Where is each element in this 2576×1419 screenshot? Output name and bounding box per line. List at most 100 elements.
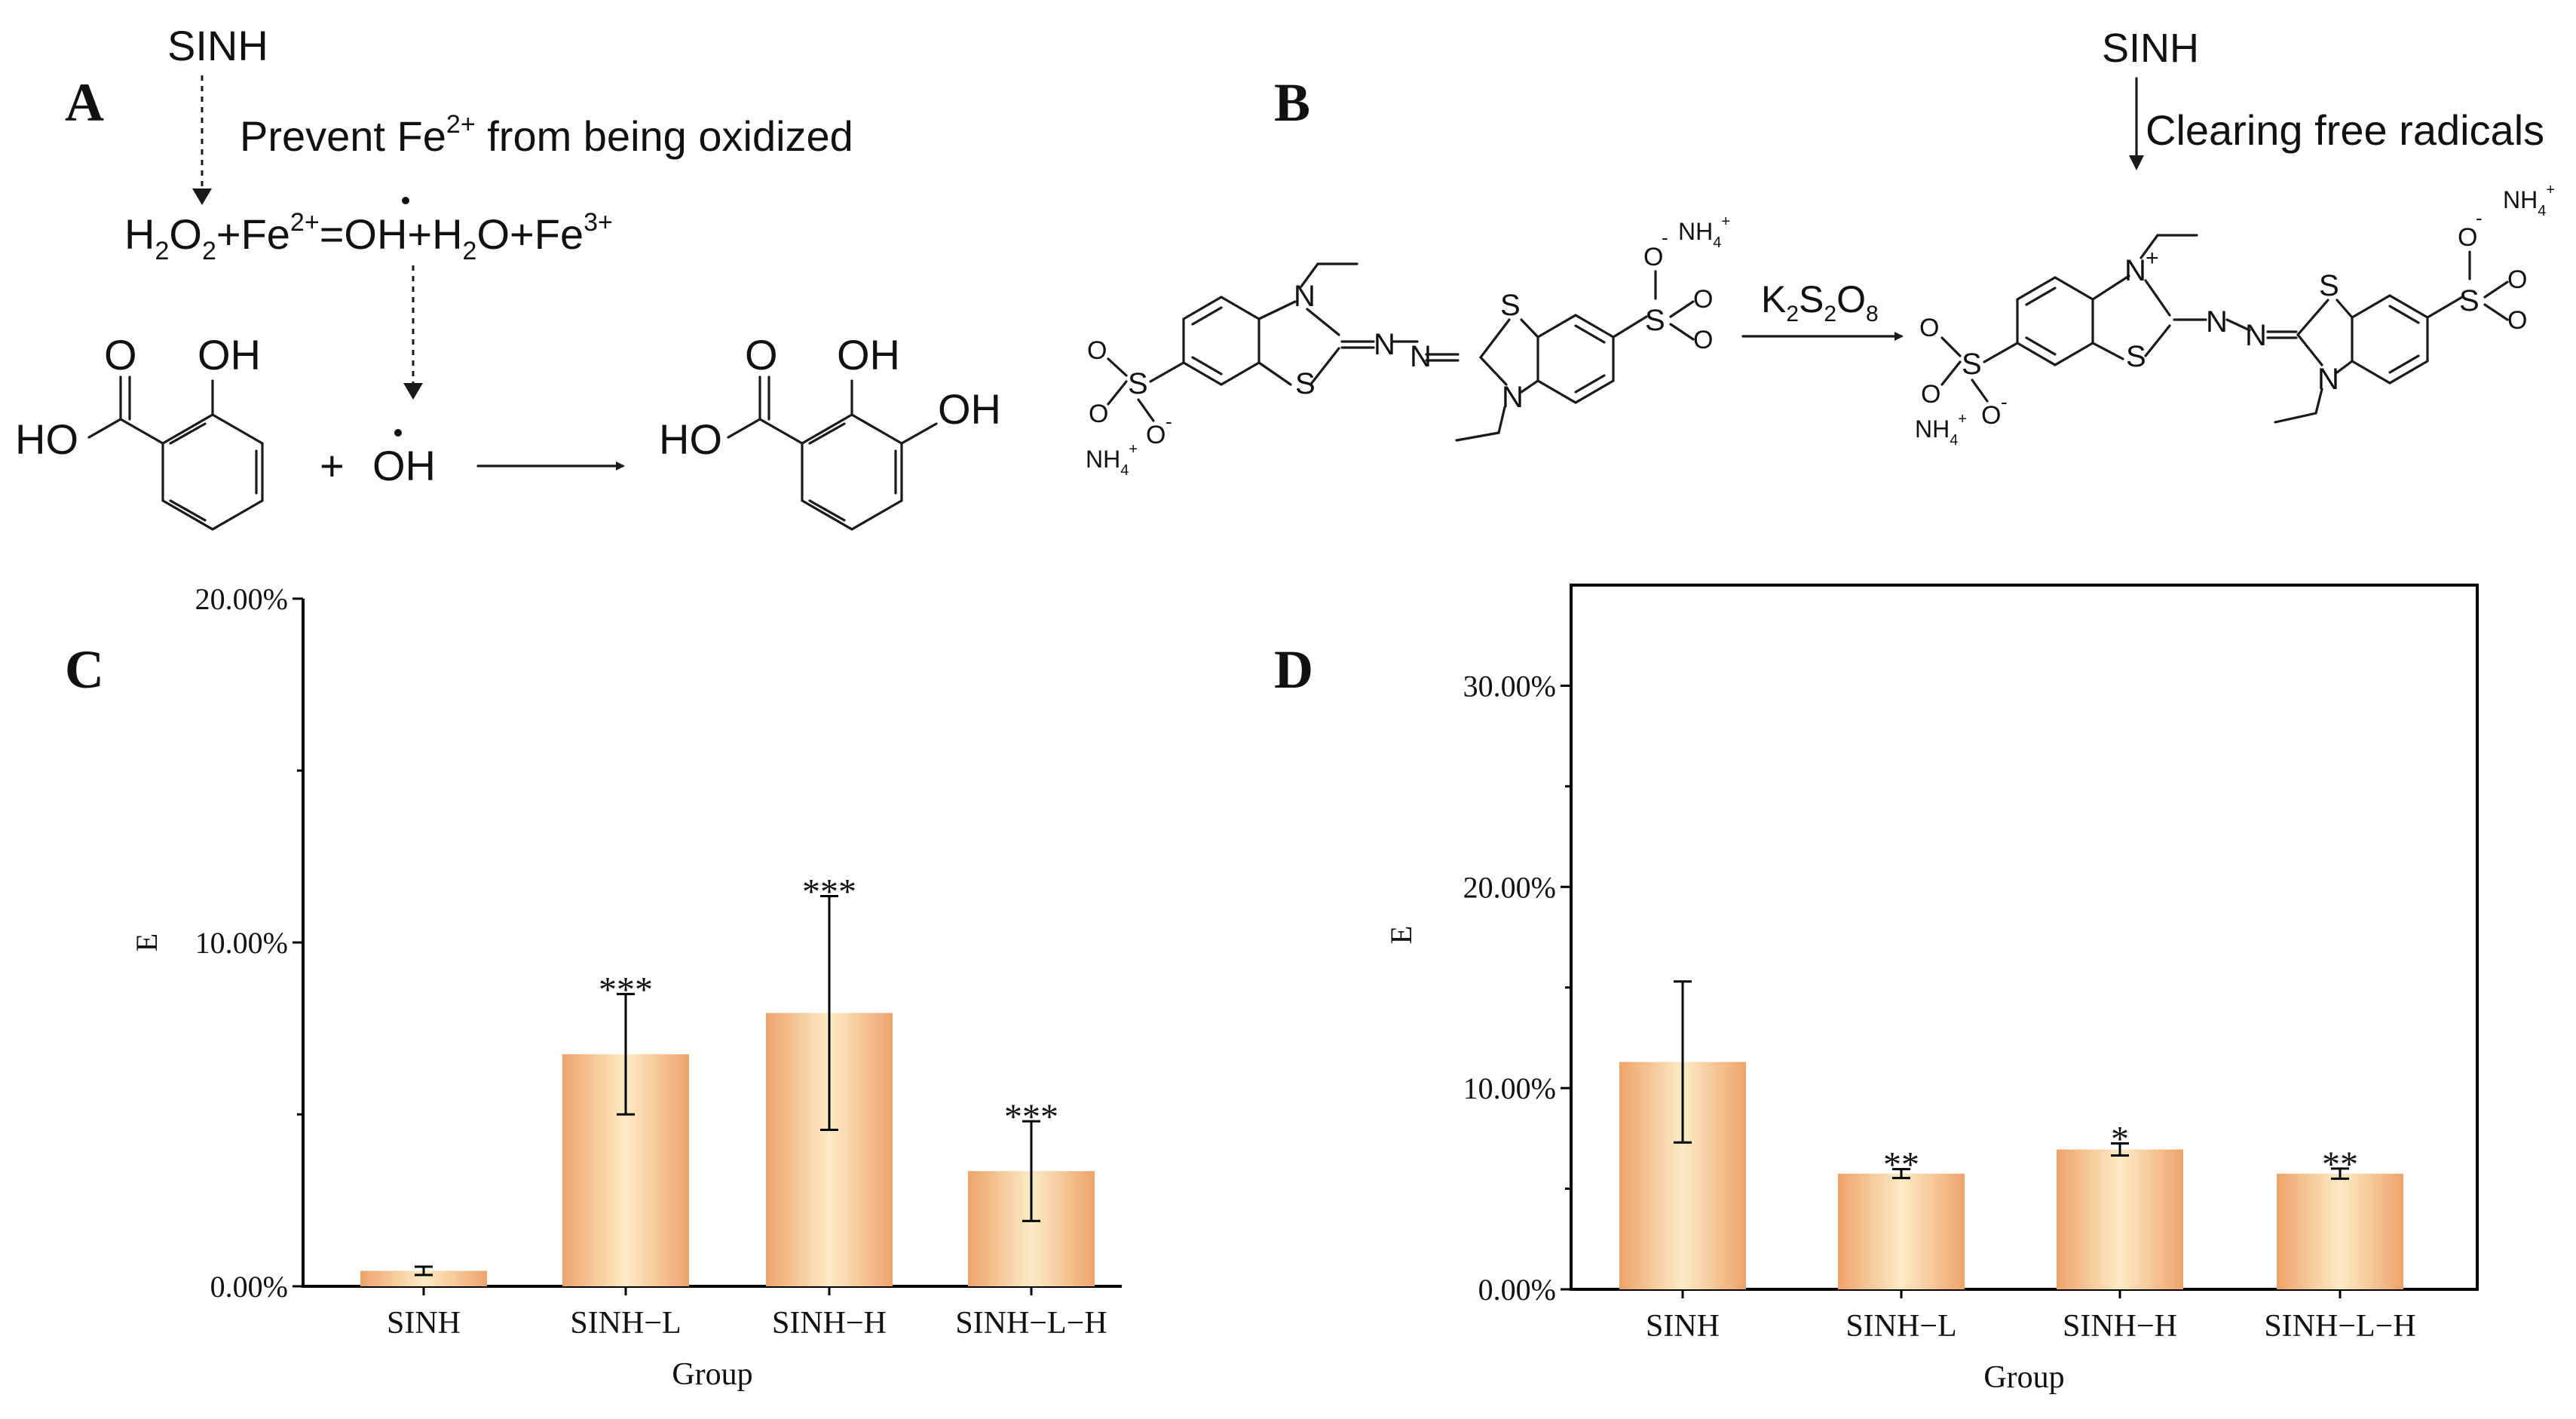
atom-o: O <box>1146 421 1165 449</box>
atom-o: O <box>1981 401 2001 430</box>
bar <box>2057 1149 2183 1289</box>
atom-o: O <box>2507 265 2527 294</box>
y-axis-title: E <box>130 933 164 952</box>
atom-s: S <box>1295 367 1316 400</box>
ammonium-left: NH4+ <box>1915 411 1967 449</box>
significance-label: *** <box>802 872 856 912</box>
atom-n: N <box>2206 305 2228 339</box>
atom-s: S <box>1645 304 1665 337</box>
y-tick-label: 20.00% <box>1463 870 1556 904</box>
radical-dot-2 <box>394 429 402 437</box>
significance-label: ** <box>1883 1145 1919 1185</box>
panel-d: D 0.00% 10.00% 20.00% 30.00% SINH ** SINH−L * SI… <box>1274 584 2479 1395</box>
panel-label-d: D <box>1274 639 1313 700</box>
abts-radical-structure: N + S N N S N S O - O O NH4+ S O O O - N… <box>1915 182 2555 449</box>
arrowhead-a2 <box>403 383 423 400</box>
salicylic-acid-structure: O OH HO <box>15 331 264 531</box>
atom-s: S <box>2319 269 2339 302</box>
panel-a: A SINH Prevent Fe2+ from being oxidized … <box>15 22 1001 531</box>
y-axis-title: E <box>1384 926 1418 944</box>
minus-charge: - <box>2001 391 2008 413</box>
atom-o: O <box>2507 306 2527 335</box>
atom-o: O <box>1643 243 1663 271</box>
atom-s: S <box>2126 340 2146 373</box>
atom-n-cation: N <box>2124 254 2146 287</box>
atom-oh: OH <box>837 331 900 379</box>
panel-b: B SINH Clearing free radicals <box>1086 26 2555 479</box>
dihydroxybenzoic-acid-structure: O OH OH HO <box>659 331 1001 531</box>
note-b: Clearing free radicals <box>2146 106 2544 154</box>
ammonium-right: NH4+ <box>1678 213 1730 251</box>
reagent-sinh-b: SINH <box>2102 26 2199 71</box>
x-tick-label: SINH−H <box>772 1306 887 1341</box>
x-tick-label: SINH−L−H <box>2264 1309 2415 1344</box>
minus-charge: - <box>2476 207 2483 229</box>
x-axis-title: Group <box>1983 1360 2064 1395</box>
oxidant-k2s2o8: K2S2O8 <box>1761 278 1879 326</box>
note-a: Prevent Fe2+ from being oxidized <box>240 110 853 160</box>
atom-o: O <box>745 331 778 379</box>
x-tick-label: SINH−L <box>1845 1309 1956 1344</box>
panel-c: C 0.00% 10.00% 20.00% SINH *** SINH−L *** SINH−… <box>65 582 1122 1392</box>
x-tick-label: SINH−L <box>570 1306 681 1341</box>
minus-charge: - <box>1165 410 1172 433</box>
x-tick-label: SINH−L−H <box>955 1306 1107 1341</box>
y-tick-label: 0.00% <box>1478 1273 1556 1307</box>
bar <box>2277 1173 2403 1289</box>
x-tick-label: SINH <box>387 1306 461 1341</box>
atom-o: O <box>1693 285 1713 314</box>
arrowhead-b1 <box>2129 155 2144 170</box>
y-tick-label: 30.00% <box>1463 669 1556 703</box>
significance-label: *** <box>599 970 653 1010</box>
chart-d: 0.00% 10.00% 20.00% 30.00% SINH ** SINH−L * SINH… <box>1384 584 2479 1395</box>
y-tick-label: 10.00% <box>1463 1071 1556 1105</box>
x-tick-label: SINH <box>1646 1309 1720 1344</box>
atom-o: O <box>1919 314 1939 342</box>
hydroxyl-radical: OH <box>372 442 436 489</box>
x-axis-title: Group <box>672 1357 752 1392</box>
bar <box>1838 1173 1965 1289</box>
reaction-equation: H2O2+Fe2+=OH+H2O+Fe3+ <box>124 208 613 265</box>
atom-s: S <box>1128 367 1148 400</box>
atom-o: O <box>104 331 137 379</box>
reagent-sinh-a: SINH <box>167 22 268 69</box>
panel-label-b: B <box>1274 72 1310 133</box>
atom-o: O <box>1087 336 1107 365</box>
plus-charge: + <box>2146 246 2159 271</box>
y-tick-label: 10.00% <box>195 926 288 960</box>
atom-ho: HO <box>659 415 722 463</box>
x-tick-label: SINH−H <box>2063 1309 2177 1344</box>
atom-n: N <box>1410 340 1432 373</box>
atom-s: S <box>1500 289 1521 322</box>
atom-n: N <box>1374 328 1395 361</box>
panel-label-c: C <box>65 639 104 700</box>
atom-oh: OH <box>198 331 261 379</box>
atom-s: S <box>1962 348 1982 381</box>
atom-s: S <box>2459 284 2480 317</box>
y-tick-label: 0.00% <box>210 1270 288 1304</box>
atom-oh: OH <box>938 385 1001 433</box>
panel-label-a: A <box>65 72 104 133</box>
ammonium-right: NH4+ <box>2503 182 2555 219</box>
atom-o: O <box>2458 223 2477 252</box>
chart-c: 0.00% 10.00% 20.00% SINH *** SINH−L *** SINH−H *… <box>130 582 1122 1392</box>
significance-label: *** <box>1004 1097 1058 1137</box>
atom-n: N <box>2245 319 2267 352</box>
atom-o: O <box>1921 380 1940 409</box>
minus-charge: - <box>1662 226 1668 249</box>
atom-ho: HO <box>15 415 78 463</box>
atom-n: N <box>1294 280 1316 313</box>
y-tick-label: 20.00% <box>195 582 288 616</box>
significance-label: * <box>2111 1120 2129 1160</box>
arrowhead-a1 <box>192 188 212 205</box>
plus-sign: + <box>320 442 345 489</box>
atom-o: O <box>1693 326 1713 354</box>
abts-structure: N S N N S N S O - O O NH4+ S O O O - NH4… <box>1086 213 1730 479</box>
radical-dot-1 <box>402 197 409 204</box>
atom-n: N <box>2317 363 2339 396</box>
bar <box>360 1270 487 1286</box>
ammonium-left: NH4+ <box>1086 441 1138 479</box>
atom-o: O <box>1089 400 1108 428</box>
significance-label: ** <box>2322 1145 2358 1185</box>
